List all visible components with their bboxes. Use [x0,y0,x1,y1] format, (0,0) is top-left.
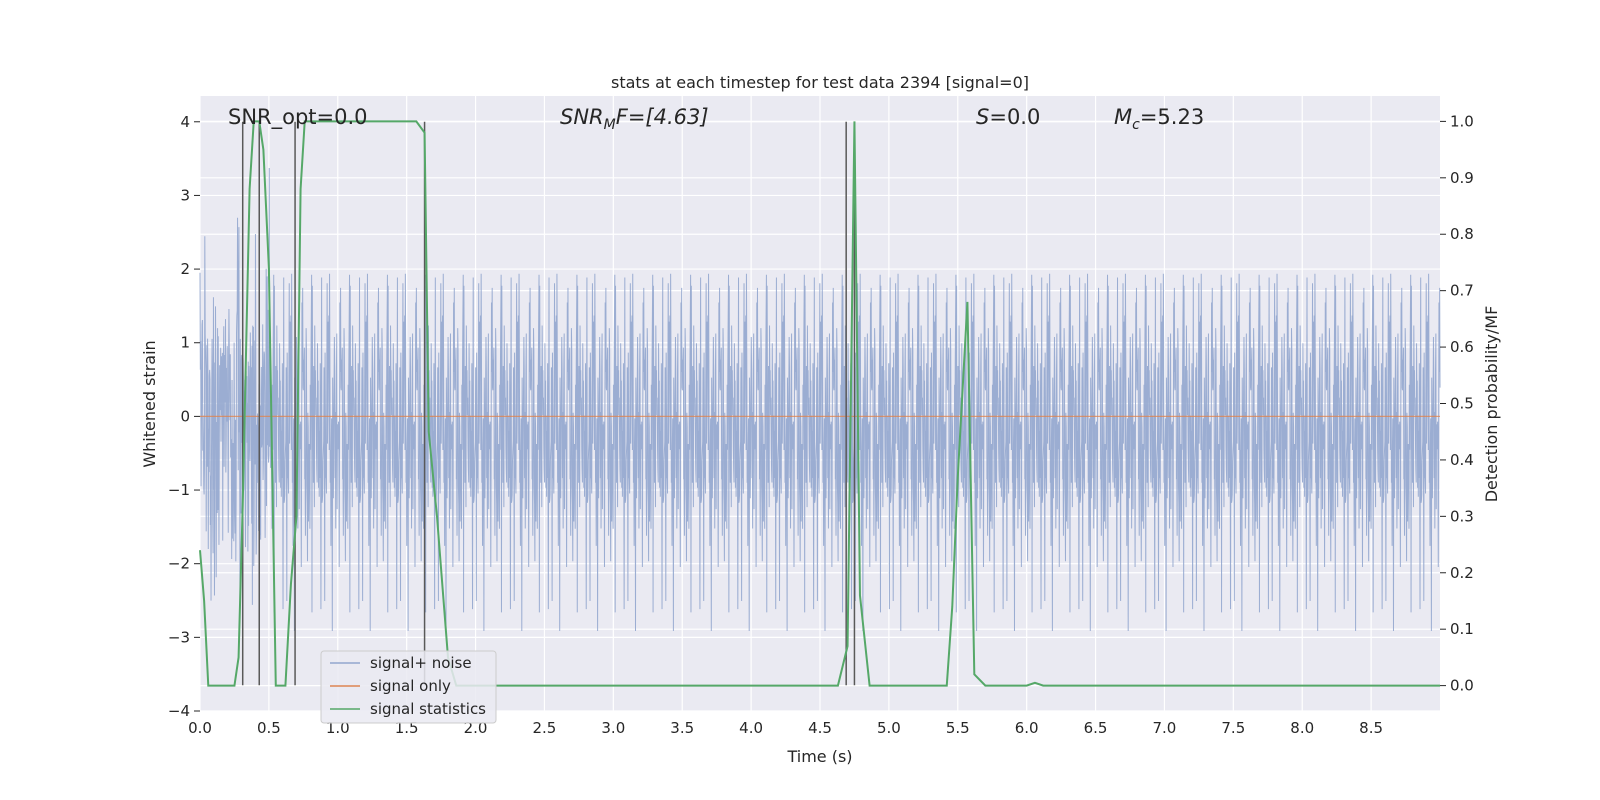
annotation-mc: Mc=5.23 [1114,105,1204,133]
s-italic: S [976,105,989,129]
y-right-axis-label: Detection probability/MF [1482,306,1501,503]
y-right-tick-label: 0.9 [1450,169,1474,187]
legend-label-signal-noise: signal+ noise [370,654,472,672]
x-tick-label: 3.5 [670,719,694,737]
y-right-tick-label: 0.4 [1450,451,1474,469]
y-left-tick-label: 2 [180,260,190,278]
y-right-tick-label: 1.0 [1450,112,1474,130]
x-tick-label: 6.5 [1084,719,1108,737]
legend-label-signal-statistics: signal statistics [370,700,486,718]
signal-statistics-series [199,120,1440,687]
y-right-tick-label: 0.5 [1450,395,1474,413]
x-tick-label: 0.0 [188,719,212,737]
x-tick-label: 7.0 [1153,719,1177,737]
y-left-tick-label: −3 [168,628,190,646]
x-tick-label: 8.0 [1290,719,1314,737]
x-tick-label: 6.0 [1015,719,1039,737]
x-tick-label: 5.0 [877,719,901,737]
y-left-axis-label: Whitened strain [140,340,159,467]
y-left-tick-label: −1 [168,481,190,499]
annotation-s: S=0.0 [976,105,1040,129]
mc-value: =5.23 [1140,105,1204,129]
x-tick-label: 3.0 [601,719,625,737]
y-left-tick-label: −2 [168,555,190,573]
x-tick-label: 4.0 [739,719,763,737]
y-right-tick-label: 0.8 [1450,225,1474,243]
snr-mf-suffix: F=[4.63] [616,105,709,129]
x-tick-label: 7.5 [1221,719,1245,737]
chart-title: stats at each timestep for test data 239… [611,73,1029,92]
legend-box [320,650,497,724]
snr-mf-sub: M [604,117,616,133]
signal-statistics-line [199,120,1440,687]
y-right-axis-ticks: 1.0 0.9 0.8 0.7 0.6 0.5 0.4 0.3 0.2 0.1 0.0 [1440,112,1474,695]
y-left-tick-label: 0 [180,407,190,425]
x-tick-label: 5.5 [946,719,970,737]
mc-italic: M [1114,105,1132,129]
y-right-tick-label: 0.3 [1450,507,1474,525]
y-right-tick-label: 0.0 [1450,677,1474,695]
y-left-axis-ticks: 4 3 2 1 0 −1 −2 −3 −4 [168,113,200,720]
y-right-tick-label: 0.1 [1450,620,1474,638]
y-left-tick-label: 4 [180,113,190,131]
signal-noise-series [199,168,1441,655]
snr-mf-prefix: SNR [560,105,604,129]
annotation-snr-mf: SNRMF=[4.63] [560,105,709,133]
detection-markers [241,121,856,686]
y-right-tick-label: 0.6 [1450,338,1474,356]
s-value: =0.0 [989,105,1040,129]
legend-label-signal-only: signal only [370,677,451,695]
x-tick-label: 4.5 [808,719,832,737]
x-tick-label: 8.5 [1359,719,1383,737]
legend: signal+ noise signal only signal statist… [320,650,497,724]
y-right-tick-label: 0.7 [1450,282,1474,300]
annotation-snr-opt: SNR_opt=0.0 [228,105,368,130]
y-left-tick-label: −4 [168,702,190,720]
signal-noise-line [199,168,1441,655]
x-axis-label: Time (s) [786,747,852,766]
y-left-tick-label: 3 [180,186,190,204]
mc-sub: c [1132,117,1140,133]
x-tick-label: 2.5 [533,719,557,737]
x-axis-ticks: 0.0 0.5 1.0 1.5 2.0 2.5 3.0 3.5 4.0 4.5 5.0 5.5 6.0 6… [188,719,1383,737]
x-tick-label: 0.5 [257,719,281,737]
y-left-tick-label: 1 [180,334,190,352]
y-right-tick-label: 0.2 [1450,564,1474,582]
